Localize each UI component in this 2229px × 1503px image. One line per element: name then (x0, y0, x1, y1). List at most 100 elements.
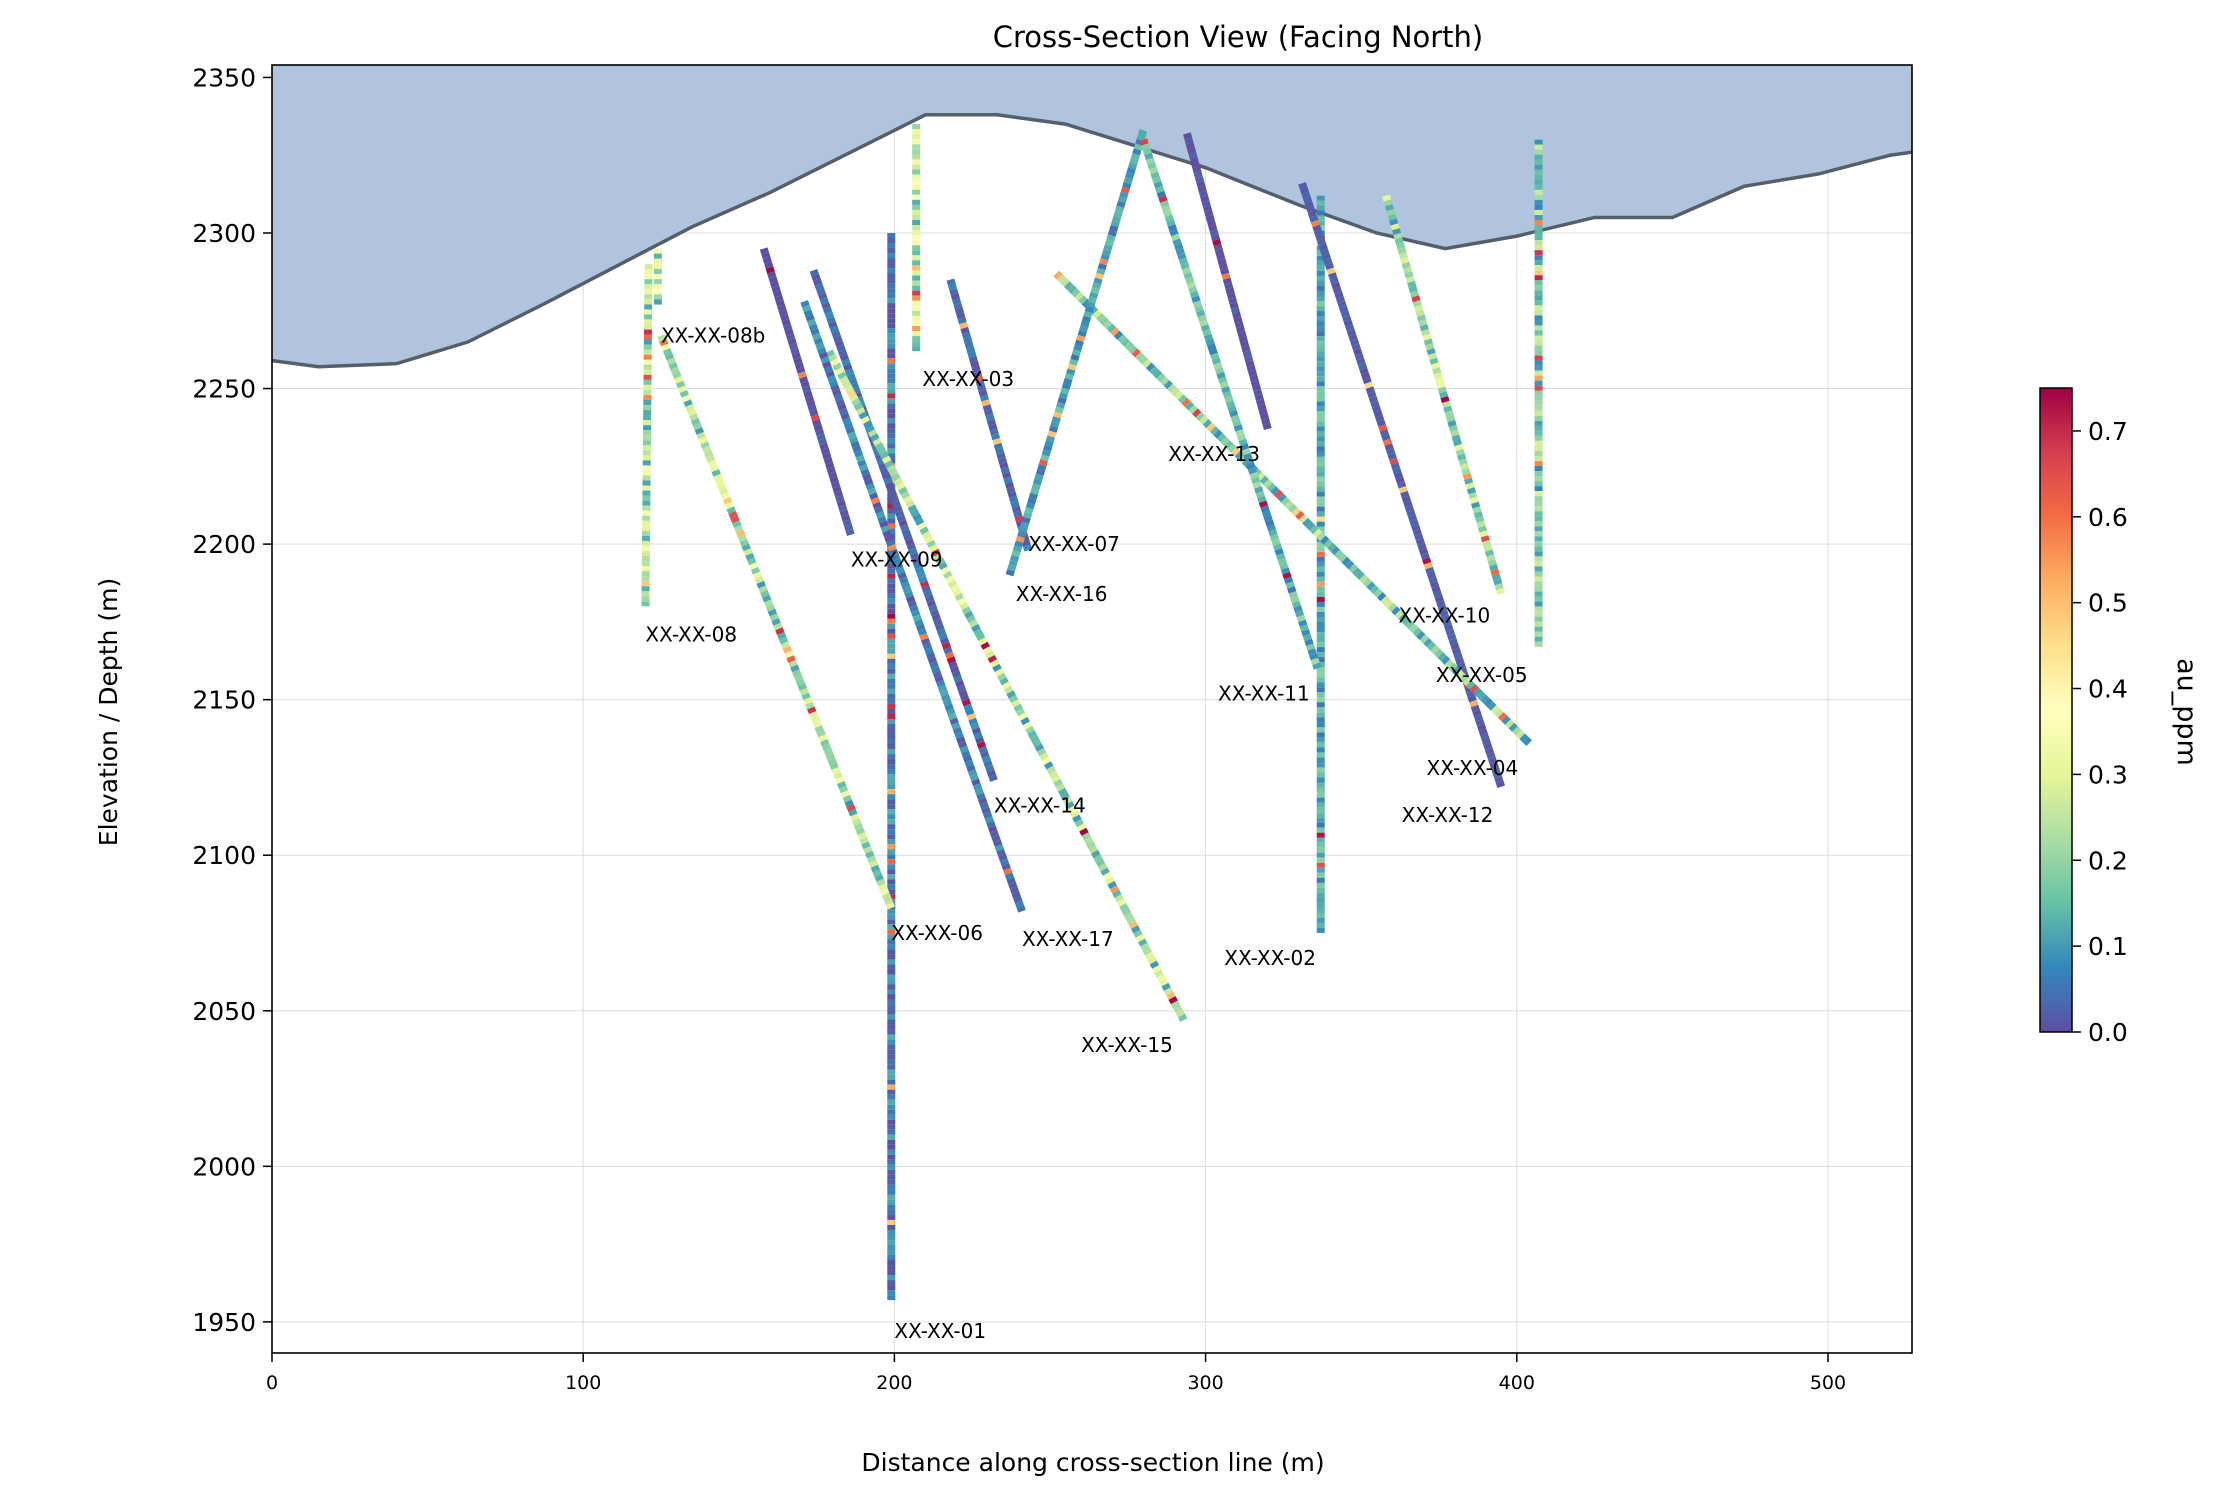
assay-interval (805, 314, 815, 322)
assay-interval (1147, 162, 1157, 170)
assay-interval (960, 694, 970, 702)
assay-interval (1279, 562, 1289, 570)
assay-interval (986, 769, 997, 778)
assay-interval (1404, 271, 1414, 279)
assay-interval (809, 268, 819, 277)
assay-interval (849, 393, 859, 402)
assay-interval (926, 599, 936, 608)
assay-interval (817, 347, 827, 355)
assay-interval (1225, 287, 1235, 295)
assay-interval (1079, 827, 1089, 836)
assay-interval (955, 680, 965, 688)
assay-interval (1219, 381, 1229, 389)
assay-interval (819, 442, 829, 451)
assay-interval (914, 517, 925, 526)
drillhole-label: XX-XX-04 (1427, 756, 1519, 780)
assay-interval (1131, 348, 1141, 358)
assay-interval (1071, 349, 1081, 357)
assay-interval (1302, 196, 1313, 204)
assay-interval (848, 377, 858, 386)
assay-interval (816, 729, 826, 738)
assay-interval (1309, 524, 1319, 535)
assay-interval (910, 609, 921, 618)
assay-interval (741, 543, 751, 552)
assay-interval (1369, 584, 1380, 595)
assay-interval (1135, 934, 1146, 943)
assay-interval (791, 352, 801, 360)
assay-interval (1380, 595, 1390, 605)
assay-interval (858, 411, 868, 420)
assay-interval (957, 741, 968, 749)
assay-interval (832, 389, 842, 397)
assay-interval (1409, 519, 1419, 527)
assay-interval (1280, 567, 1291, 575)
assay-interval (1209, 426, 1220, 436)
colorbar-tick-label: 0.7 (2088, 417, 2128, 446)
assay-interval (878, 462, 888, 471)
drillhole-labels: XX-XX-01 XX-XX-02 XX-XX-03 XX-XX-04 XX-XX-05… (645, 324, 1527, 1344)
assay-interval (773, 622, 783, 631)
assay-interval (836, 344, 846, 352)
assay-interval (1227, 405, 1237, 413)
assay-interval (1352, 567, 1362, 577)
assay-interval (986, 820, 996, 829)
assay-interval (1177, 394, 1188, 404)
assay-interval (1393, 471, 1404, 480)
assay-interval (1444, 623, 1454, 632)
assay-interval (1254, 394, 1264, 401)
assay-interval (805, 701, 815, 710)
assay-interval (845, 426, 855, 435)
assay-interval (1501, 715, 1511, 725)
assay-interval (724, 501, 734, 510)
assay-interval (1161, 205, 1171, 213)
assay-interval (1415, 538, 1426, 546)
assay-interval (983, 760, 993, 768)
assay-interval (1226, 292, 1236, 300)
assay-interval (1398, 252, 1408, 260)
assay-interval (781, 318, 791, 327)
assay-interval (903, 495, 913, 504)
chart-title: Cross-Section View (Facing North) (993, 20, 1484, 54)
drillhole-label: XX-XX-16 (1016, 582, 1108, 606)
assay-interval (664, 352, 675, 361)
assay-interval (959, 745, 969, 754)
y-tick-label: 2200 (192, 530, 256, 559)
assay-interval (1099, 258, 1109, 266)
assay-interval (826, 466, 836, 474)
assay-interval (1011, 891, 1021, 899)
assay-interval (1020, 521, 1030, 529)
assay-interval (875, 511, 885, 519)
assay-interval (993, 839, 1003, 847)
assay-interval (877, 446, 887, 455)
assay-interval (807, 318, 817, 327)
assay-interval (1254, 486, 1264, 494)
assay-interval (1220, 268, 1230, 276)
assay-interval (1041, 756, 1052, 766)
assay-interval (1197, 314, 1207, 322)
assay-interval (829, 476, 839, 484)
assay-interval (853, 822, 864, 831)
assay-interval (885, 901, 895, 910)
assay-interval (1001, 681, 1012, 690)
assay-interval (1148, 167, 1159, 175)
assay-interval (939, 689, 949, 697)
assay-interval (1422, 333, 1432, 341)
assay-interval (1298, 514, 1308, 524)
assay-interval (780, 314, 790, 322)
assay-interval (874, 506, 884, 514)
assay-interval (926, 651, 936, 660)
assay-interval (1398, 486, 1408, 494)
assay-interval (979, 394, 989, 402)
assay-interval (1048, 425, 1058, 433)
assay-interval (1188, 286, 1198, 294)
assay-interval (1473, 714, 1484, 722)
assay-interval (1256, 398, 1266, 406)
assay-interval (767, 271, 777, 279)
assay-interval (973, 628, 983, 637)
assay-interval (1020, 717, 1030, 726)
assay-interval (971, 365, 981, 373)
assay-interval (1283, 576, 1294, 585)
assay-interval (967, 351, 977, 359)
assay-interval (877, 515, 887, 524)
